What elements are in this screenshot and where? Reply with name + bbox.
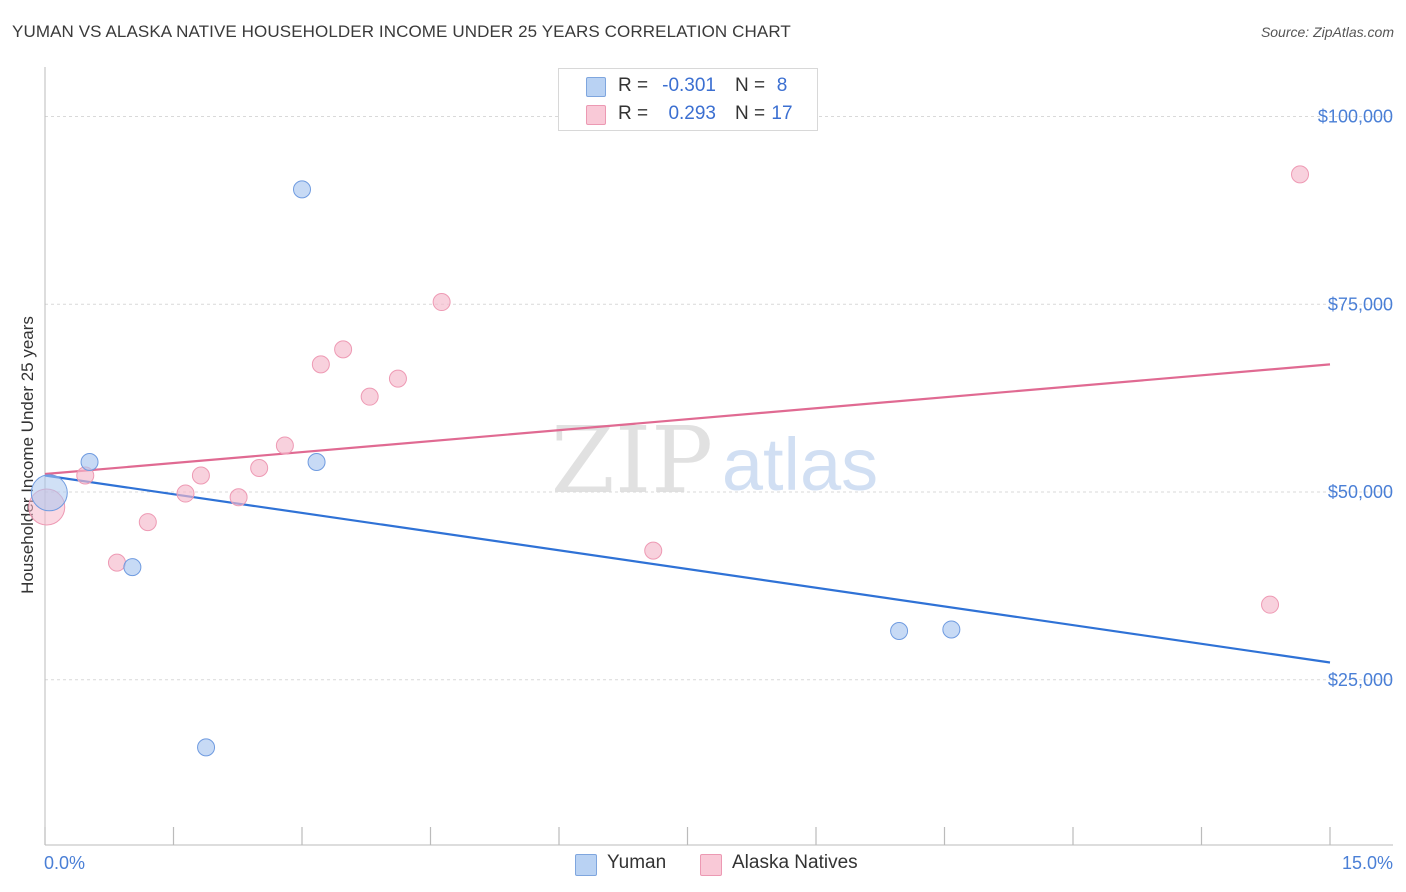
axes (44, 67, 1393, 846)
alaska-natives-swatch (586, 105, 606, 125)
point-alaska-natives (432, 293, 451, 312)
point-yuman (293, 180, 311, 199)
point-alaska-natives (138, 513, 157, 532)
r-label: R = (618, 103, 649, 124)
r-value: -0.301 (662, 75, 716, 96)
legend-row-alaska-natives: R = 0.293 N = 17 (559, 101, 817, 127)
point-yuman (197, 738, 216, 757)
watermark-atlas: atlas (722, 423, 878, 506)
r-value: 0.293 (668, 103, 716, 124)
point-alaska-natives (360, 387, 379, 406)
point-alaska-natives (191, 466, 210, 485)
data-points (28, 165, 1310, 757)
point-alaska-natives (311, 355, 330, 374)
trend-line-alaska-natives (44, 363, 1331, 476)
point-alaska-natives (107, 553, 126, 572)
gridlines (45, 116, 1393, 681)
point-alaska-natives (388, 369, 407, 388)
point-alaska-natives (176, 484, 195, 503)
point-alaska-natives (250, 459, 269, 478)
alaska-natives-swatch (700, 854, 722, 876)
point-alaska-natives (1291, 165, 1310, 184)
y-tick-label: $50,000 (1328, 482, 1393, 502)
point-yuman (123, 558, 142, 577)
r-label: R = (618, 75, 649, 96)
point-alaska-natives (644, 541, 663, 560)
point-yuman (307, 453, 326, 471)
n-label: N = (735, 75, 766, 96)
y-tick-label: $75,000 (1328, 294, 1393, 314)
n-label: N = (735, 103, 766, 124)
point-alaska-natives (275, 436, 294, 455)
y-tick-label: $100,000 (1318, 107, 1393, 127)
source-credit: Source: ZipAtlas.com (1260, 24, 1394, 40)
n-value: 8 (776, 75, 788, 96)
point-yuman (30, 474, 68, 512)
y-tick-labels: $25,000 $50,000 $75,000 $100,000 (1318, 107, 1393, 690)
point-yuman (890, 621, 909, 640)
n-value: 17 (771, 103, 793, 124)
yuman-swatch (586, 77, 606, 97)
chart-title: YUMAN VS ALASKA NATIVE HOUSEHOLDER INCOM… (12, 22, 791, 41)
point-yuman (942, 620, 961, 639)
trend-lines (44, 363, 1331, 664)
point-alaska-natives (229, 488, 248, 507)
x-tick-label-min: 0.0% (44, 853, 85, 873)
yuman-label: Yuman (607, 852, 667, 873)
alaska-natives-label: Alaska Natives (732, 852, 858, 873)
y-tick-label: $25,000 (1328, 670, 1393, 690)
trend-line-yuman (44, 474, 1331, 664)
point-alaska-natives (334, 340, 353, 359)
point-alaska-natives (1261, 595, 1280, 614)
point-yuman (80, 453, 99, 471)
yuman-swatch (575, 854, 597, 876)
correlation-legend: R = -0.301 N = 8 R = 0.293 N = 17 (558, 68, 818, 131)
legend-row-yuman: R = -0.301 N = 8 (559, 73, 817, 99)
x-tick-label-max: 15.0% (1342, 853, 1393, 873)
